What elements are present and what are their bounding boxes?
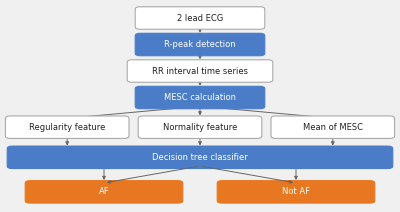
Text: Regularity feature: Regularity feature: [29, 123, 105, 132]
Text: R-peak detection: R-peak detection: [164, 40, 236, 49]
Text: Normality feature: Normality feature: [163, 123, 237, 132]
FancyBboxPatch shape: [271, 116, 394, 138]
Text: Mean of MESC: Mean of MESC: [303, 123, 363, 132]
Text: 2 lead ECG: 2 lead ECG: [177, 14, 223, 22]
Text: MESC calculation: MESC calculation: [164, 93, 236, 102]
FancyBboxPatch shape: [217, 181, 375, 203]
FancyBboxPatch shape: [6, 116, 129, 138]
Text: AF: AF: [99, 187, 109, 196]
Text: Decision tree classifier: Decision tree classifier: [152, 153, 248, 162]
Text: Not AF: Not AF: [282, 187, 310, 196]
FancyBboxPatch shape: [135, 33, 265, 56]
FancyBboxPatch shape: [7, 146, 393, 169]
FancyBboxPatch shape: [25, 181, 183, 203]
FancyBboxPatch shape: [135, 7, 265, 29]
FancyBboxPatch shape: [127, 60, 273, 82]
Text: RR interval time series: RR interval time series: [152, 67, 248, 75]
FancyBboxPatch shape: [138, 116, 262, 138]
FancyBboxPatch shape: [135, 86, 265, 109]
